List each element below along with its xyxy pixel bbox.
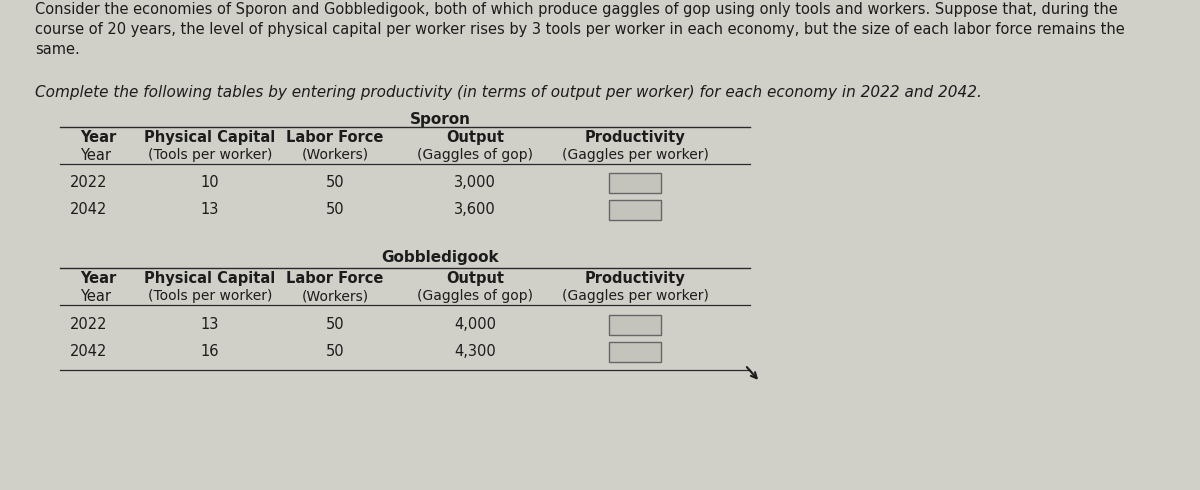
Text: Labor Force: Labor Force <box>287 271 384 286</box>
Text: (Gaggles per worker): (Gaggles per worker) <box>562 148 708 162</box>
Text: 13: 13 <box>200 202 220 217</box>
Text: 2042: 2042 <box>70 344 107 359</box>
Text: 4,000: 4,000 <box>454 317 496 332</box>
Text: (Gaggles per worker): (Gaggles per worker) <box>562 289 708 303</box>
Text: Productivity: Productivity <box>584 271 685 286</box>
Text: 50: 50 <box>325 202 344 217</box>
FancyBboxPatch shape <box>610 342 661 362</box>
Text: Productivity: Productivity <box>584 130 685 145</box>
Text: (Workers): (Workers) <box>301 148 368 162</box>
Text: course of 20 years, the level of physical capital per worker rises by 3 tools pe: course of 20 years, the level of physica… <box>35 22 1124 37</box>
FancyBboxPatch shape <box>610 173 661 193</box>
Text: (Gaggles of gop): (Gaggles of gop) <box>418 148 533 162</box>
FancyBboxPatch shape <box>610 200 661 220</box>
Text: Output: Output <box>446 130 504 145</box>
Text: (Gaggles of gop): (Gaggles of gop) <box>418 289 533 303</box>
Text: 3,000: 3,000 <box>454 175 496 190</box>
Text: 50: 50 <box>325 175 344 190</box>
Text: Year: Year <box>80 130 116 145</box>
Text: Sporon: Sporon <box>409 112 470 127</box>
Text: 50: 50 <box>325 317 344 332</box>
Text: (Tools per worker): (Tools per worker) <box>148 148 272 162</box>
Text: 50: 50 <box>325 344 344 359</box>
Text: Output: Output <box>446 271 504 286</box>
Text: Year: Year <box>80 289 112 304</box>
Text: (Tools per worker): (Tools per worker) <box>148 289 272 303</box>
Text: 4,300: 4,300 <box>454 344 496 359</box>
Text: 3,600: 3,600 <box>454 202 496 217</box>
Text: 2022: 2022 <box>70 175 108 190</box>
Text: 13: 13 <box>200 317 220 332</box>
Text: Physical Capital: Physical Capital <box>144 130 276 145</box>
Text: Labor Force: Labor Force <box>287 130 384 145</box>
Text: Year: Year <box>80 271 116 286</box>
Text: 2042: 2042 <box>70 202 107 217</box>
Text: Gobbledigook: Gobbledigook <box>382 250 499 265</box>
Text: Consider the economies of Sporon and Gobbledigook, both of which produce gaggles: Consider the economies of Sporon and Gob… <box>35 2 1117 17</box>
Text: Physical Capital: Physical Capital <box>144 271 276 286</box>
Text: 10: 10 <box>200 175 220 190</box>
Text: same.: same. <box>35 42 79 57</box>
Text: Year: Year <box>80 148 112 163</box>
Text: Complete the following tables by entering productivity (in terms of output per w: Complete the following tables by enterin… <box>35 85 982 100</box>
FancyBboxPatch shape <box>610 315 661 335</box>
Text: (Workers): (Workers) <box>301 289 368 303</box>
Text: 16: 16 <box>200 344 220 359</box>
Text: 2022: 2022 <box>70 317 108 332</box>
